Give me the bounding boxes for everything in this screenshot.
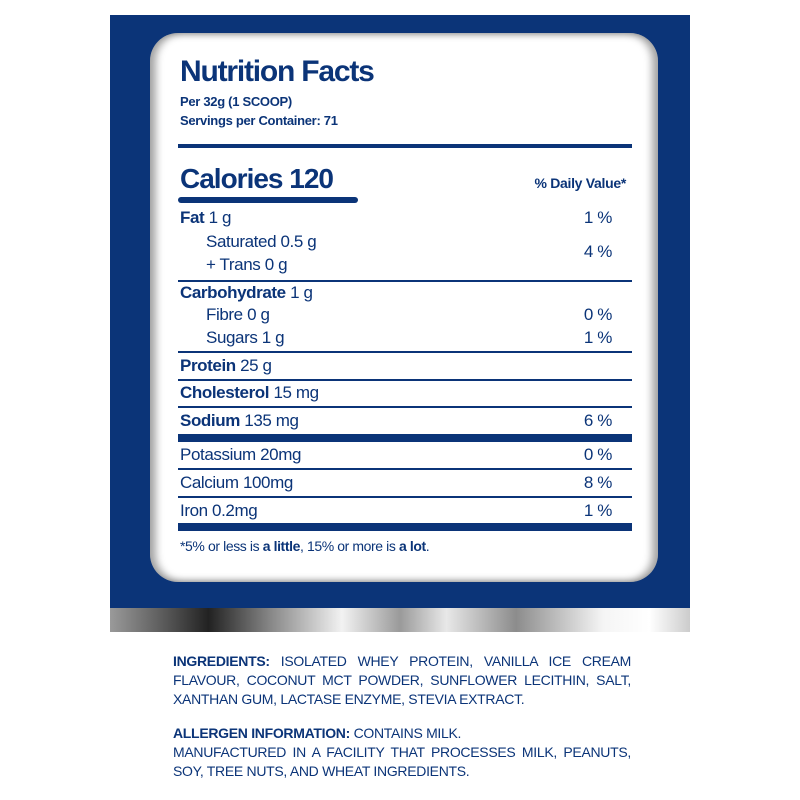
divider — [178, 144, 632, 148]
nutrition-title: Nutrition Facts — [180, 55, 375, 88]
nutrient-row-protein: Protein 25 g — [180, 356, 272, 375]
pct-fibre: 0 % — [583, 305, 612, 324]
allergen-info: ALLERGEN INFORMATION: CONTAINS MILK. MANU… — [173, 724, 631, 781]
servings-per-container: Servings per Container: 71 — [180, 113, 338, 128]
nutrient-row-cholesterol: Cholesterol 15 mg — [180, 383, 319, 402]
calories-label: Calories — [180, 163, 283, 194]
pct-saturated-trans: 4 % — [583, 242, 612, 261]
pct-fat: 1 % — [583, 208, 612, 227]
nutrient-row-sugars: Sugars 1 g — [206, 328, 285, 347]
thick-divider — [178, 523, 632, 531]
pct-potassium: 0 % — [583, 445, 612, 464]
nutrient-row-fat: Fat 1 g — [180, 208, 232, 227]
pct-sodium: 6 % — [583, 411, 612, 430]
divider — [178, 406, 632, 408]
calories-value: 120 — [289, 163, 334, 194]
nutrient-row-calcium: Calcium 100mg — [180, 473, 293, 492]
allergen-text: CONTAINS MILK. — [353, 725, 462, 741]
thick-divider — [178, 434, 632, 442]
pct-sugars: 1 % — [583, 328, 612, 347]
divider — [178, 379, 632, 381]
divider — [178, 496, 632, 498]
nutrient-row-saturated: Saturated 0.5 g — [206, 232, 317, 251]
nutrient-row-trans: + Trans 0 g — [206, 255, 288, 274]
nutrient-row-fibre: Fibre 0 g — [206, 305, 270, 324]
nutrient-row-iron: Iron 0.2mg — [180, 501, 258, 520]
serving-size: Per 32g (1 SCOOP) — [180, 94, 292, 109]
footnote: *5% or less is a little, 15% or more is … — [180, 538, 430, 554]
pct-iron: 1 % — [583, 501, 612, 520]
allergen-label: ALLERGEN INFORMATION: — [173, 725, 350, 741]
facility-text: MANUFACTURED IN A FACILITY THAT PROCESSE… — [173, 744, 631, 779]
divider — [178, 468, 632, 470]
ingredients-text: ISOLATED WHEY PROTEIN, VANILLA ICE CREAM… — [173, 653, 632, 707]
daily-value-header: % Daily Value* — [534, 175, 626, 191]
divider — [178, 280, 632, 282]
metallic-strip — [110, 608, 690, 632]
calories: Calories 120 — [180, 163, 334, 195]
ingredients: INGREDIENTS: ISOLATED WHEY PROTEIN, VANI… — [173, 652, 631, 709]
pct-calcium: 8 % — [583, 473, 612, 492]
nutrient-row-sodium: Sodium 135 mg — [180, 411, 299, 430]
divider — [178, 351, 632, 353]
nutrient-row-potassium: Potassium 20mg — [180, 445, 302, 464]
nutrient-row-carbohydrate: Carbohydrate 1 g — [180, 283, 313, 302]
nutrition-card — [150, 33, 658, 582]
calories-underline — [178, 197, 358, 203]
ingredients-label: INGREDIENTS: — [173, 653, 270, 669]
